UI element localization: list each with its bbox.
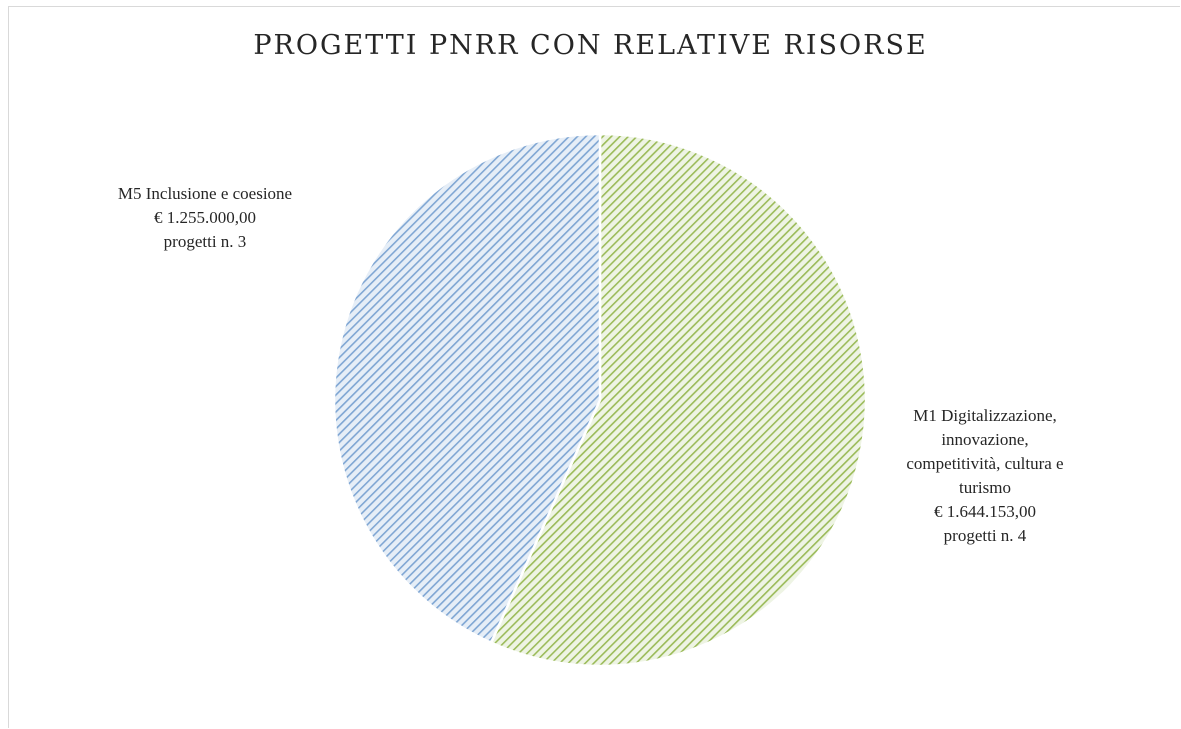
data-label-m1: M1 Digitalizzazione, innovazione, compet…: [860, 404, 1110, 548]
data-label-m1-projects: progetti n. 4: [943, 526, 1027, 545]
chart-title: PROGETTI PNRR CON RELATIVE RISORSE: [253, 30, 928, 61]
data-label-m1-category-line4: turismo: [959, 478, 1011, 497]
pie-slice-m5: [332, 132, 602, 645]
data-label-m1-category-line1: M1 Digitalizzazione,: [913, 406, 1057, 425]
pie-slice-m1: [489, 132, 868, 668]
data-label-m5-projects: progetti n. 3: [163, 232, 247, 251]
data-label-m5-value: € 1.255.000,00: [154, 208, 256, 227]
data-label-m5-category: M5 Inclusione e coesione: [117, 184, 293, 203]
data-label-m1-category-line2: innovazione,: [941, 430, 1029, 449]
data-label-m5: M5 Inclusione e coesione € 1.255.000,00 …: [70, 182, 340, 254]
data-label-m1-value: € 1.644.153,00: [934, 502, 1036, 521]
data-label-m1-category-line3: competitività, cultura e: [906, 454, 1064, 473]
